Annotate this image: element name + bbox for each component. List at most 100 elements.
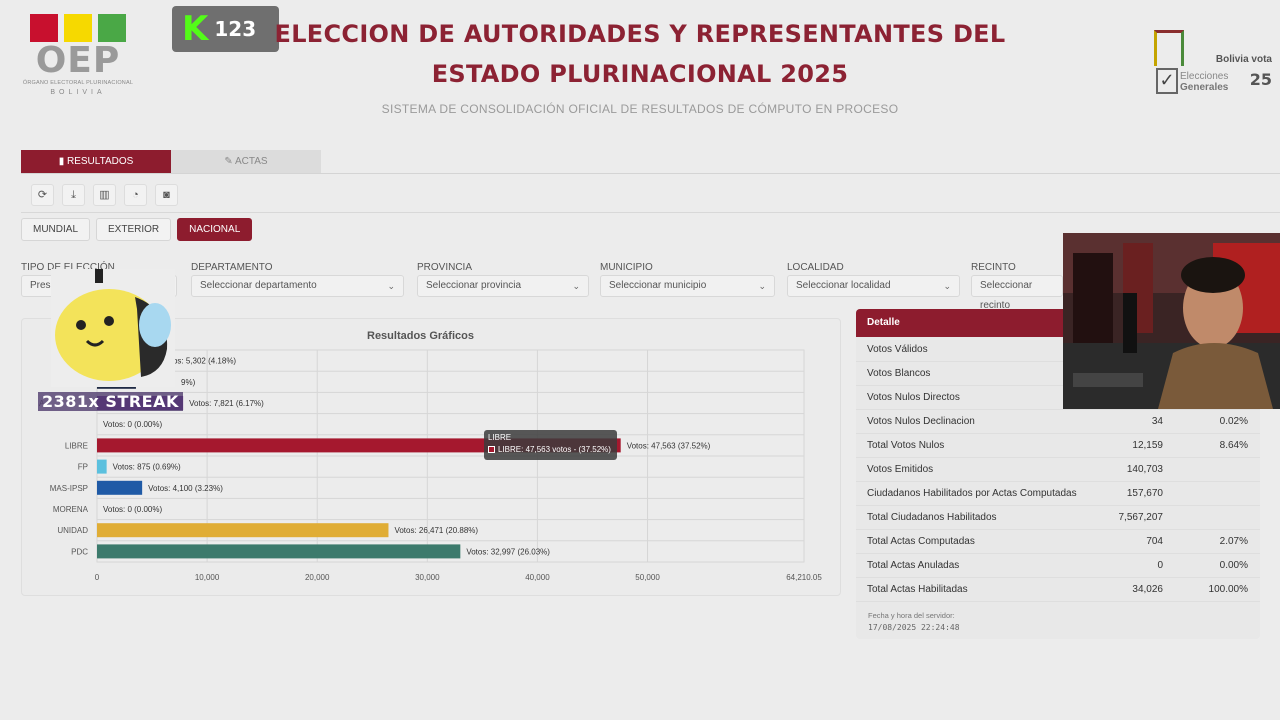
tooltip-text: LIBRE: 47,563 votos - (37.52%)	[498, 445, 611, 454]
bar	[97, 523, 389, 538]
camera-icon: ◙	[163, 189, 170, 201]
scope-exterior-button[interactable]: EXTERIOR	[96, 218, 172, 241]
bar	[97, 544, 461, 559]
data-label: Votos: 47,563 (37.52%)	[627, 441, 711, 450]
brand-line2: Elecciones Generales	[1180, 71, 1228, 93]
pie-chart-button[interactable]: ◔	[124, 184, 147, 206]
brand-stripe	[1154, 30, 1184, 66]
filter-localidad-label: LOCALIDAD	[787, 262, 844, 273]
data-label: Votos: 875 (0.69%)	[113, 463, 181, 472]
detail-row: Votos Nulos Directos	[856, 386, 1260, 410]
detail-row: Votos Blancos	[856, 362, 1260, 386]
category-label: FP	[78, 463, 88, 472]
ballot-check-icon: ✓	[1156, 68, 1178, 94]
server-time-value: 17/08/2025 22:24:48	[868, 623, 960, 632]
bar-chart-icon: ▥	[99, 189, 110, 201]
filter-departamento-label: DEPARTAMENTO	[191, 262, 273, 273]
detail-row: Votos Válidos	[856, 338, 1260, 362]
viewer-count: 123	[214, 17, 257, 41]
server-time-label: Fecha y hora del servidor:	[868, 611, 955, 620]
tab-resultados[interactable]: ▮ RESULTADOS	[21, 150, 171, 173]
detail-row: Total Votos Nulos 12,159 8.64%	[856, 434, 1260, 458]
filter-provincia-value: Seleccionar provincia	[426, 280, 522, 291]
tab-resultados-label: RESULTADOS	[66, 156, 134, 167]
logo-name: OEP	[35, 40, 121, 81]
scope-nacional-button[interactable]: NACIONAL	[177, 218, 253, 241]
x-tick-label: 30,000	[415, 573, 440, 582]
chevron-down-icon: ⌄	[943, 281, 951, 291]
brand-year: 25	[1249, 70, 1272, 89]
detail-row-pct: 0.00%	[1219, 560, 1248, 571]
tabs-divider	[21, 173, 1280, 174]
refresh-button[interactable]: ⟳	[31, 184, 54, 206]
brand-line1: Bolivia vota	[1215, 54, 1272, 65]
detail-row: Votos Nulos Declinacion 34 0.02%	[856, 410, 1260, 434]
filter-recinto-value: Seleccionar recinto	[980, 280, 1033, 311]
filter-recinto-select[interactable]: Seleccionar recinto	[971, 275, 1063, 311]
filter-recinto-label: RECINTO	[971, 262, 1016, 273]
download-button[interactable]: ⤓	[62, 184, 85, 206]
detail-row: Ciudadanos Habilitados por Actas Computa…	[856, 482, 1260, 506]
filter-localidad-select[interactable]: Seleccionar localidad ⌄	[787, 275, 960, 297]
brand-line2a: Elecciones	[1180, 71, 1229, 82]
detail-row-value: 0	[1157, 560, 1163, 571]
bar-chart-button[interactable]: ▥	[93, 184, 116, 206]
detail-row-label: Ciudadanos Habilitados por Actas Computa…	[867, 488, 1077, 499]
filter-localidad-value: Seleccionar localidad	[796, 280, 891, 291]
category-label: MORENA	[53, 505, 89, 514]
detail-row-label: Total Votos Nulos	[867, 440, 945, 451]
data-label: Votos: 26,471 (20.88%)	[394, 526, 478, 535]
chevron-down-icon: ⌄	[758, 281, 766, 291]
bar	[97, 459, 107, 474]
toolbar-divider	[21, 212, 1280, 213]
detail-row-label: Votos Nulos Directos	[867, 392, 960, 403]
screenshot-button[interactable]: ◙	[155, 184, 178, 206]
bar	[97, 480, 143, 495]
detail-row: Total Ciudadanos Habilitados 7,567,207	[856, 506, 1260, 530]
filter-provincia-select[interactable]: Seleccionar provincia ⌄	[417, 275, 589, 297]
pencil-icon: ✎	[224, 156, 235, 167]
detail-row-value: 157,670	[1126, 488, 1163, 499]
oep-logo: OEP ÓRGANO ELECTORAL PLURINACIONAL BOLIV…	[14, 14, 142, 96]
detail-row: Total Actas Anuladas 0 0.00%	[856, 554, 1260, 578]
detail-row-label: Votos Blancos	[867, 368, 931, 379]
toolbar: ⟳ ⤓ ▥ ◔ ◙	[31, 184, 178, 206]
kick-icon: K	[182, 9, 209, 49]
filter-municipio-label: MUNICIPIO	[600, 262, 653, 273]
detail-row-value: 140,703	[1126, 464, 1163, 475]
filter-departamento-value: Seleccionar departamento	[200, 280, 317, 291]
detail-row-value: 704	[1146, 536, 1163, 547]
detail-row-label: Total Ciudadanos Habilitados	[867, 512, 997, 523]
tooltip-title: LIBRE	[488, 433, 512, 442]
filter-municipio-select[interactable]: Seleccionar municipio ⌄	[600, 275, 775, 297]
scope-selector: MUNDIAL EXTERIOR NACIONAL	[21, 218, 253, 241]
data-label: Votos: 0 (0.00%)	[103, 505, 162, 514]
x-tick-label: 10,000	[195, 573, 220, 582]
chart-title: Resultados Gráficos	[367, 330, 474, 342]
category-label: PDC	[71, 547, 88, 556]
refresh-icon: ⟳	[37, 189, 48, 201]
logo-square-yellow	[64, 14, 92, 42]
filter-departamento-select[interactable]: Seleccionar departamento ⌄	[191, 275, 404, 297]
scope-mundial-button[interactable]: MUNDIAL	[21, 218, 91, 241]
webcam-overlay	[1063, 233, 1280, 409]
x-tick-label: 50,000	[635, 573, 660, 582]
page-title: ELECCION DE AUTORIDADES Y REPRESENTANTES…	[274, 20, 1006, 88]
elecciones-brand-logo: Bolivia vota ✓ Elecciones Generales 25	[1136, 30, 1272, 100]
x-tick-label: 0	[95, 573, 100, 582]
filter-municipio-value: Seleccionar municipio	[609, 280, 707, 291]
tooltip-swatch	[488, 446, 495, 453]
tab-actas[interactable]: ✎ ACTAS	[171, 150, 321, 173]
data-label: Votos: 5,302 (4.18%)	[161, 357, 236, 366]
detail-row-pct: 0.02%	[1219, 416, 1248, 427]
bar-chart-icon: ▮	[58, 156, 67, 167]
server-time-block: Fecha y hora del servidor: 17/08/2025 22…	[868, 611, 960, 632]
chart-tooltip: LIBRE LIBRE: 47,563 votos - (37.52%)	[484, 430, 617, 460]
detail-row-label: Total Actas Habilitadas	[867, 584, 968, 595]
x-tick-label: 40,000	[525, 573, 550, 582]
kick-viewer-badge: K 123	[172, 6, 279, 52]
detail-row-label: Total Actas Computadas	[867, 536, 975, 547]
logo-square-red	[30, 14, 58, 42]
detail-row-value: 34,026	[1132, 584, 1163, 595]
category-label: MAS-IPSP	[50, 484, 88, 493]
